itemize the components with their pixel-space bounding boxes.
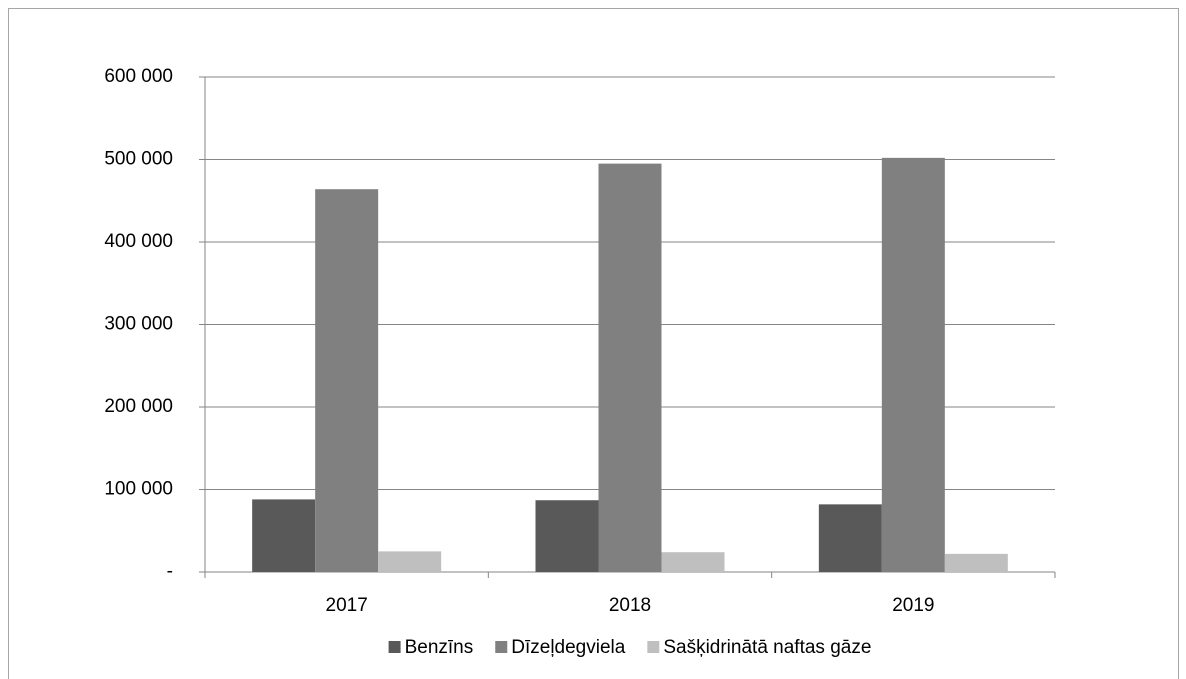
legend-label: Dīzeļdegviela [511, 637, 625, 658]
bar [252, 499, 316, 572]
bar [598, 163, 662, 572]
legend-swatch [388, 641, 401, 653]
legend-swatch [647, 641, 660, 653]
x-tick-label: 2019 [892, 595, 934, 616]
legend-label: Sašķidrinātā naftas gāze [663, 637, 871, 658]
bar [315, 189, 379, 572]
legend-swatch [495, 641, 508, 653]
y-tick-label: 600 000 [104, 66, 173, 87]
y-tick-label: 500 000 [104, 149, 173, 170]
bar [944, 553, 1008, 572]
y-tick-label: - [167, 561, 173, 582]
y-tick-label: 400 000 [104, 231, 173, 252]
y-tick-label: 100 000 [104, 479, 173, 500]
bar [378, 551, 442, 572]
bar [818, 504, 882, 572]
legend-label: Benzīns [405, 637, 474, 658]
bar [535, 500, 599, 572]
chart-frame [8, 8, 1179, 679]
bar [881, 157, 945, 572]
x-tick-label: 2018 [609, 595, 651, 616]
y-tick-label: 200 000 [104, 396, 173, 417]
y-tick-label: 300 000 [104, 314, 173, 335]
x-tick-label: 2017 [326, 595, 368, 616]
bar [661, 552, 725, 572]
